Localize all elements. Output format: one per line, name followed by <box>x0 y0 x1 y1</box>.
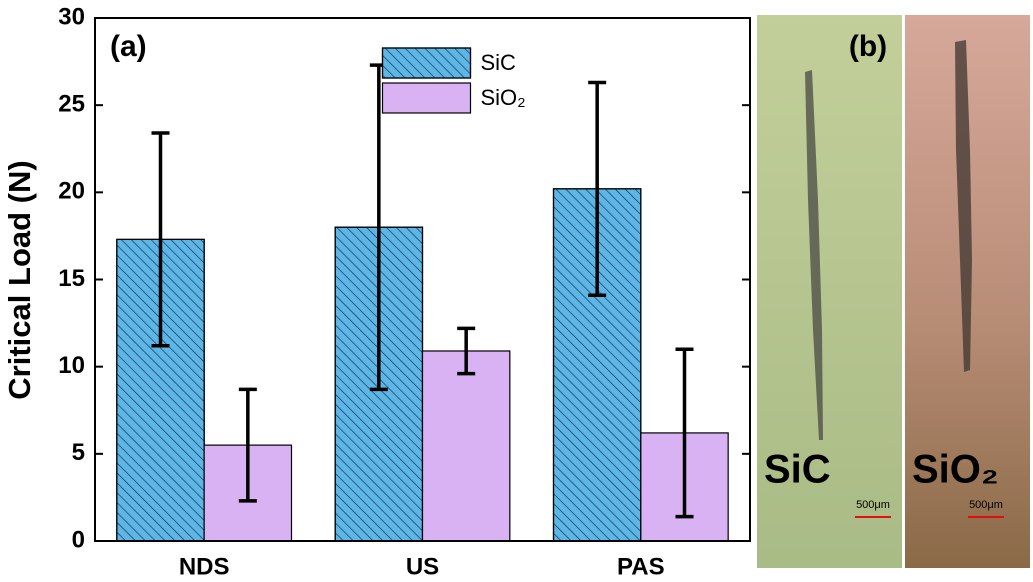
error-bar <box>675 347 694 519</box>
error-bar <box>151 131 170 348</box>
legend-label: SiC <box>481 50 517 75</box>
panel-label: (b) <box>849 30 887 63</box>
y-tick-label: 0 <box>72 526 85 553</box>
y-tick-label: 10 <box>58 352 85 379</box>
error-bar <box>588 80 607 297</box>
panel-label: (a) <box>110 30 147 63</box>
scratch <box>805 70 823 440</box>
scratch <box>955 40 972 372</box>
plot-frame <box>94 17 751 542</box>
x-tick-label: PAS <box>617 553 665 580</box>
x-tick-label: US <box>406 553 439 580</box>
bar <box>421 350 511 542</box>
y-tick-label: 5 <box>72 439 85 466</box>
legend-label: SiO₂ <box>481 85 526 110</box>
y-axis-label: Critical Load (N) <box>2 160 37 399</box>
y-tick-label: 15 <box>58 265 85 292</box>
y-tick-label: 25 <box>58 91 85 118</box>
scale-text: 500μm <box>856 499 890 511</box>
legend-swatch-hatch <box>381 47 472 79</box>
x-tick-label: NDS <box>179 553 230 580</box>
error-bar <box>457 326 476 376</box>
micrograph: (b) SiC SiO₂ 500μm 500μm <box>757 15 1030 568</box>
micrograph-sic <box>757 15 902 568</box>
panel-text: SiC <box>764 448 831 492</box>
y-tick-label: 30 <box>58 3 85 30</box>
legend-swatch <box>381 82 472 114</box>
scale-text: 500μm <box>969 499 1003 511</box>
error-bar <box>238 387 257 503</box>
y-tick-label: 20 <box>58 178 85 205</box>
panel-text: SiO₂ <box>912 448 999 492</box>
